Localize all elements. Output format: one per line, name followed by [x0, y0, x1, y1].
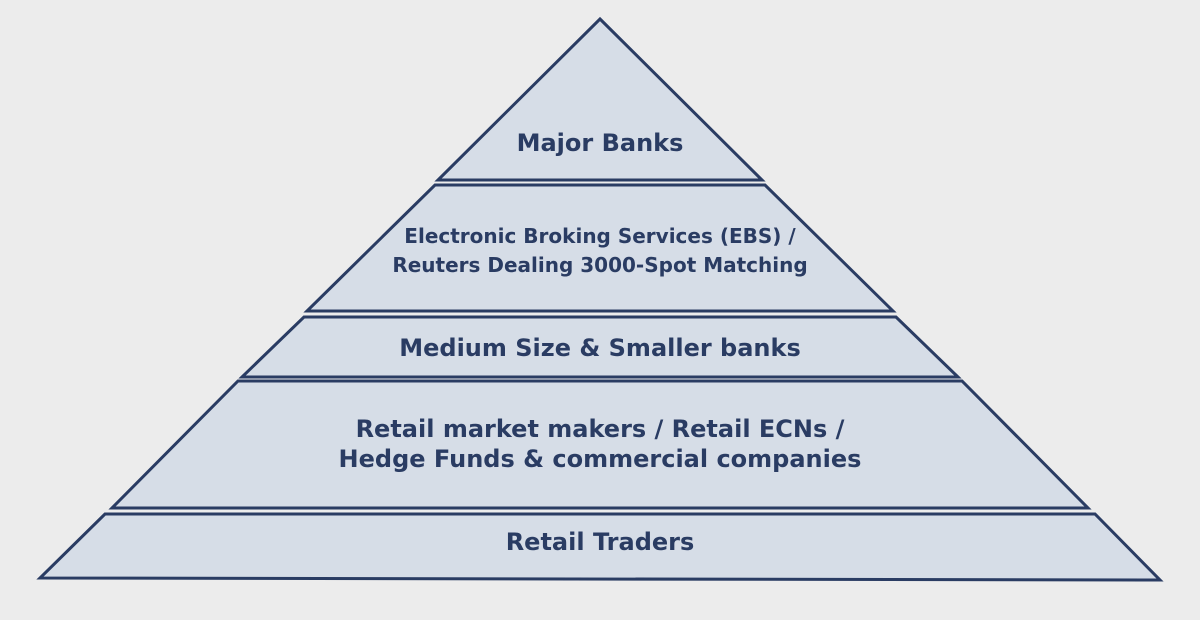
tier-retail-makers-hedge-funds: Retail market makers / Retail ECNs / Hed… [108, 379, 1092, 510]
tier-retail-makers-hedge-funds-label-line1: Retail market makers / Retail ECNs / [356, 415, 845, 443]
tier-medium-smaller-banks: Medium Size & Smaller banks [238, 315, 962, 379]
tier-retail-makers-hedge-funds-label-line2: Hedge Funds & commercial companies [339, 445, 862, 473]
tier-major-banks-shape [434, 16, 766, 182]
tier-medium-smaller-banks-label: Medium Size & Smaller banks [399, 334, 801, 362]
tier-ebs-reuters-label-line1: Electronic Broking Services (EBS) / [404, 224, 796, 248]
tier-ebs-reuters-label-line2: Reuters Dealing 3000-Spot Matching [392, 253, 807, 277]
tier-ebs-reuters-shape [303, 183, 897, 313]
tier-major-banks-label: Major Banks [517, 129, 684, 157]
tier-retail-traders-label: Retail Traders [506, 528, 695, 556]
tier-major-banks: Major Banks [434, 16, 766, 182]
tier-retail-makers-hedge-funds-shape [108, 379, 1092, 510]
tier-retail-traders: Retail Traders [36, 512, 1164, 582]
tier-medium-smaller-banks-shape [238, 315, 962, 379]
tier-retail-traders-shape [36, 512, 1164, 582]
tier-ebs-reuters: Electronic Broking Services (EBS) / Reut… [303, 183, 897, 313]
